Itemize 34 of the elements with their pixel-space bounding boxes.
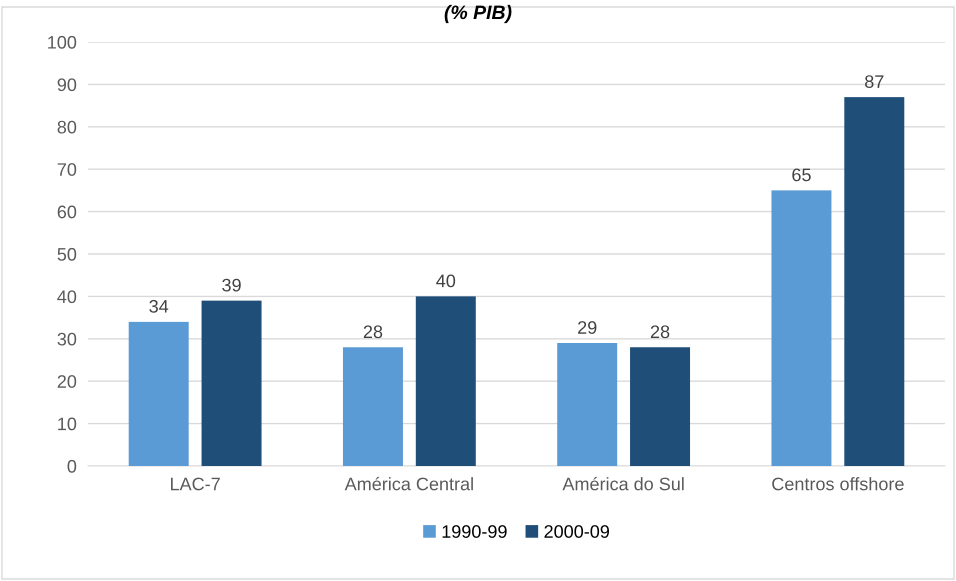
bar: [342, 347, 403, 466]
legend-label: 1990-99: [442, 525, 507, 538]
data-label: 87: [865, 75, 884, 88]
legend-label: 2000-09: [544, 525, 609, 538]
y-tick-label: 70: [58, 163, 76, 176]
data-label: 34: [149, 300, 168, 313]
y-tick-label: 40: [57, 290, 76, 304]
chart-title: (% PIB): [444, 4, 512, 24]
bar: [630, 347, 690, 466]
bar: [557, 343, 618, 466]
x-tick-label: América do Sul: [562, 476, 684, 490]
y-tick-label: 60: [58, 206, 76, 218]
y-tick-label: 30: [57, 332, 76, 346]
x-tick-label: América Central: [344, 476, 473, 490]
x-tick-label: Centros offshore: [772, 477, 904, 490]
y-tick-label: 100: [48, 36, 76, 49]
data-label: 28: [650, 325, 670, 338]
bar: [202, 300, 262, 466]
x-tick-label: LAC-7: [171, 478, 220, 490]
data-label: 29: [578, 321, 596, 334]
data-label: 28: [364, 325, 382, 338]
y-tick-label: 90: [58, 78, 76, 92]
data-label: 40: [436, 274, 456, 288]
bar: [844, 97, 904, 466]
data-label: 39: [222, 278, 241, 292]
y-tick-label: 50: [58, 248, 76, 261]
y-tick-label: 20: [58, 375, 76, 388]
data-label: 65: [792, 168, 811, 182]
bar: [416, 296, 476, 466]
y-tick-label: 0: [68, 460, 76, 473]
bar: [128, 322, 189, 466]
y-tick-label: 80: [58, 120, 76, 134]
y-tick-label: 10: [58, 418, 76, 430]
bar: [771, 190, 832, 466]
